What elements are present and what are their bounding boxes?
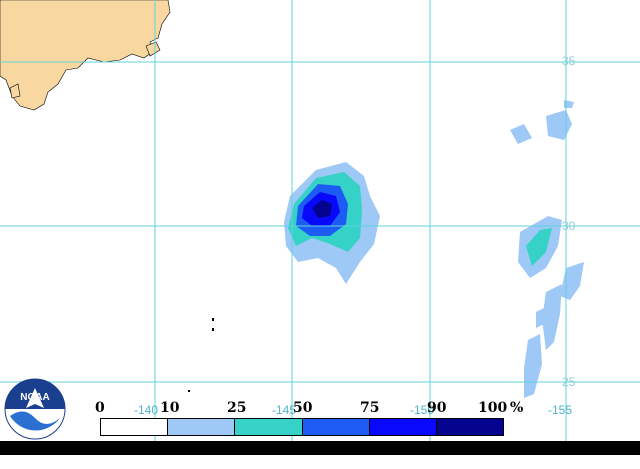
legend-swatch — [436, 419, 504, 435]
legend-value-label: 90 — [427, 400, 447, 416]
japan-landmass — [0, 0, 171, 111]
longitude-label: -145 — [272, 403, 297, 417]
legend-value-label: 75 — [360, 400, 380, 416]
longitude-label: -150 — [410, 403, 435, 417]
graticule — [0, 0, 640, 441]
land-islet — [145, 41, 161, 57]
prob-10-area — [524, 334, 542, 398]
legend-color-bar — [100, 418, 504, 436]
footer-bar: 3 JUL 25184 18:00 MUN:24HRS PROB >= 50 M… — [0, 441, 640, 468]
legend-swatch — [369, 419, 437, 435]
land-speck — [212, 318, 214, 321]
prob-10-area — [560, 262, 584, 300]
longitude-label: -155 — [548, 403, 573, 417]
footer-caption: 3 JUL 25184 18:00 MUN:24HRS PROB >= 50 M… — [108, 455, 448, 468]
latitude-label: 25 — [562, 375, 576, 389]
prob-10-area — [536, 308, 544, 328]
latitude-label: 30 — [562, 219, 576, 233]
noaa-logo-text: NOAA — [20, 392, 49, 403]
map-canvas — [0, 0, 640, 441]
prob-10-area — [542, 284, 562, 350]
prob-25-area — [526, 228, 552, 266]
noaa-logo: NOAA — [4, 378, 66, 440]
legend-swatch — [235, 419, 303, 435]
legend-unit: % — [510, 400, 524, 416]
prob-10-area — [546, 110, 572, 140]
land-speck — [188, 390, 190, 392]
land-islet — [9, 83, 21, 99]
latitude-label: 35 — [562, 54, 576, 68]
prob-10-area — [510, 124, 532, 144]
longitude-label: -140 — [134, 403, 159, 417]
legend-scale-labels: 0 10 25 50 75 90 100 % — [0, 400, 640, 418]
land-speck — [212, 328, 214, 331]
legend-swatch — [302, 419, 370, 435]
legend-swatch — [168, 419, 236, 435]
legend-value-label: 10 — [160, 400, 180, 416]
legend-value-label: 0 — [95, 400, 105, 416]
legend-swatch — [101, 419, 169, 435]
legend-value-label: 25 — [227, 400, 247, 416]
probability-shading — [284, 100, 584, 398]
legend-value-label: 50 — [293, 400, 313, 416]
prob-90-area — [312, 200, 332, 218]
legend-value-label: 100 — [478, 400, 508, 416]
